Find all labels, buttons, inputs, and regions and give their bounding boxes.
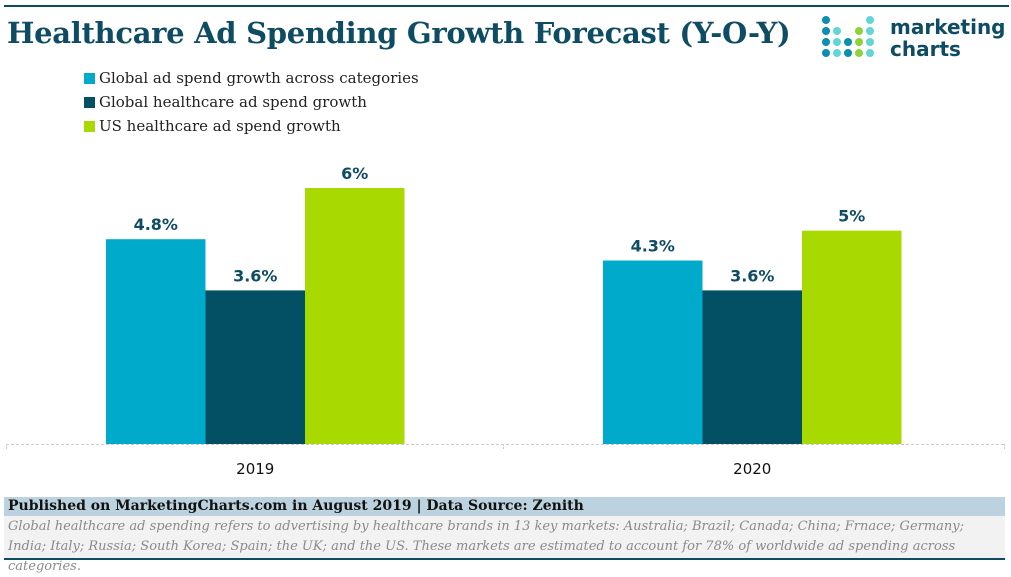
- bar: [205, 290, 305, 444]
- logo-dot: [833, 38, 841, 46]
- bar-chart: 4.8% 3.6% 6% 2019 4.3% 3.6% 5% 2020: [6, 164, 1005, 478]
- bar-data-label: 4.3%: [631, 237, 675, 256]
- logo-dot: [833, 27, 841, 35]
- dot-grid-logo-icon: [822, 16, 874, 57]
- top-rule: [4, 5, 1009, 7]
- legend-label: US healthcare ad spend growth: [99, 117, 341, 135]
- logo-dot: [822, 49, 830, 57]
- logo-dot: [833, 49, 841, 57]
- logo-dot: [855, 49, 863, 57]
- chart-title: Healthcare Ad Spending Growth Forecast (…: [7, 16, 791, 50]
- legend-swatch-icon: [84, 72, 95, 84]
- logo-line-2: charts: [890, 37, 961, 61]
- legend-label: Global ad spend growth across categories: [99, 69, 419, 87]
- footer-note: Global healthcare ad spending refers to …: [8, 519, 965, 574]
- x-tick-label: 2020: [733, 460, 771, 478]
- legend-item: US healthcare ad spend growth: [84, 114, 419, 138]
- bar-data-label: 5%: [838, 207, 865, 226]
- legend-swatch-icon: [84, 96, 95, 108]
- footer-rule: [4, 558, 1005, 560]
- logo-dot: [866, 16, 874, 24]
- bar: [702, 290, 802, 444]
- legend-label: Global healthcare ad spend growth: [99, 93, 367, 111]
- marketingcharts-logo: marketing charts: [820, 14, 1006, 64]
- footer-published-source: Published on MarketingCharts.com in Augu…: [8, 498, 584, 514]
- legend-swatch-icon: [84, 120, 95, 132]
- bar: [106, 239, 206, 444]
- footer-note-background: [4, 516, 1005, 558]
- bar: [305, 188, 405, 444]
- legend-item: Global ad spend growth across categories: [84, 66, 419, 90]
- logo-line-1: marketing: [890, 15, 1006, 39]
- bar-data-label: 4.8%: [134, 215, 178, 234]
- bar-data-label: 3.6%: [233, 266, 277, 285]
- bar-data-label: 3.6%: [730, 266, 774, 285]
- bar-data-label: 6%: [341, 164, 368, 183]
- logo-dot: [844, 49, 852, 57]
- logo-dot: [855, 27, 863, 35]
- logo-dot: [866, 49, 874, 57]
- logo-dot: [822, 38, 830, 46]
- footer-band: [4, 497, 1005, 516]
- legend-item: Global healthcare ad spend growth: [84, 90, 419, 114]
- x-tick-label: 2019: [236, 460, 274, 478]
- logo-dot: [866, 38, 874, 46]
- logo-dot: [855, 38, 863, 46]
- logo-dot: [822, 16, 830, 24]
- logo-dot: [822, 27, 830, 35]
- bar: [603, 260, 703, 444]
- logo-dot: [866, 27, 874, 35]
- chart-legend: Global ad spend growth across categories…: [84, 66, 419, 138]
- logo-dot: [844, 38, 852, 46]
- logo-wordmark: marketing charts: [890, 16, 1006, 60]
- bar: [802, 230, 902, 444]
